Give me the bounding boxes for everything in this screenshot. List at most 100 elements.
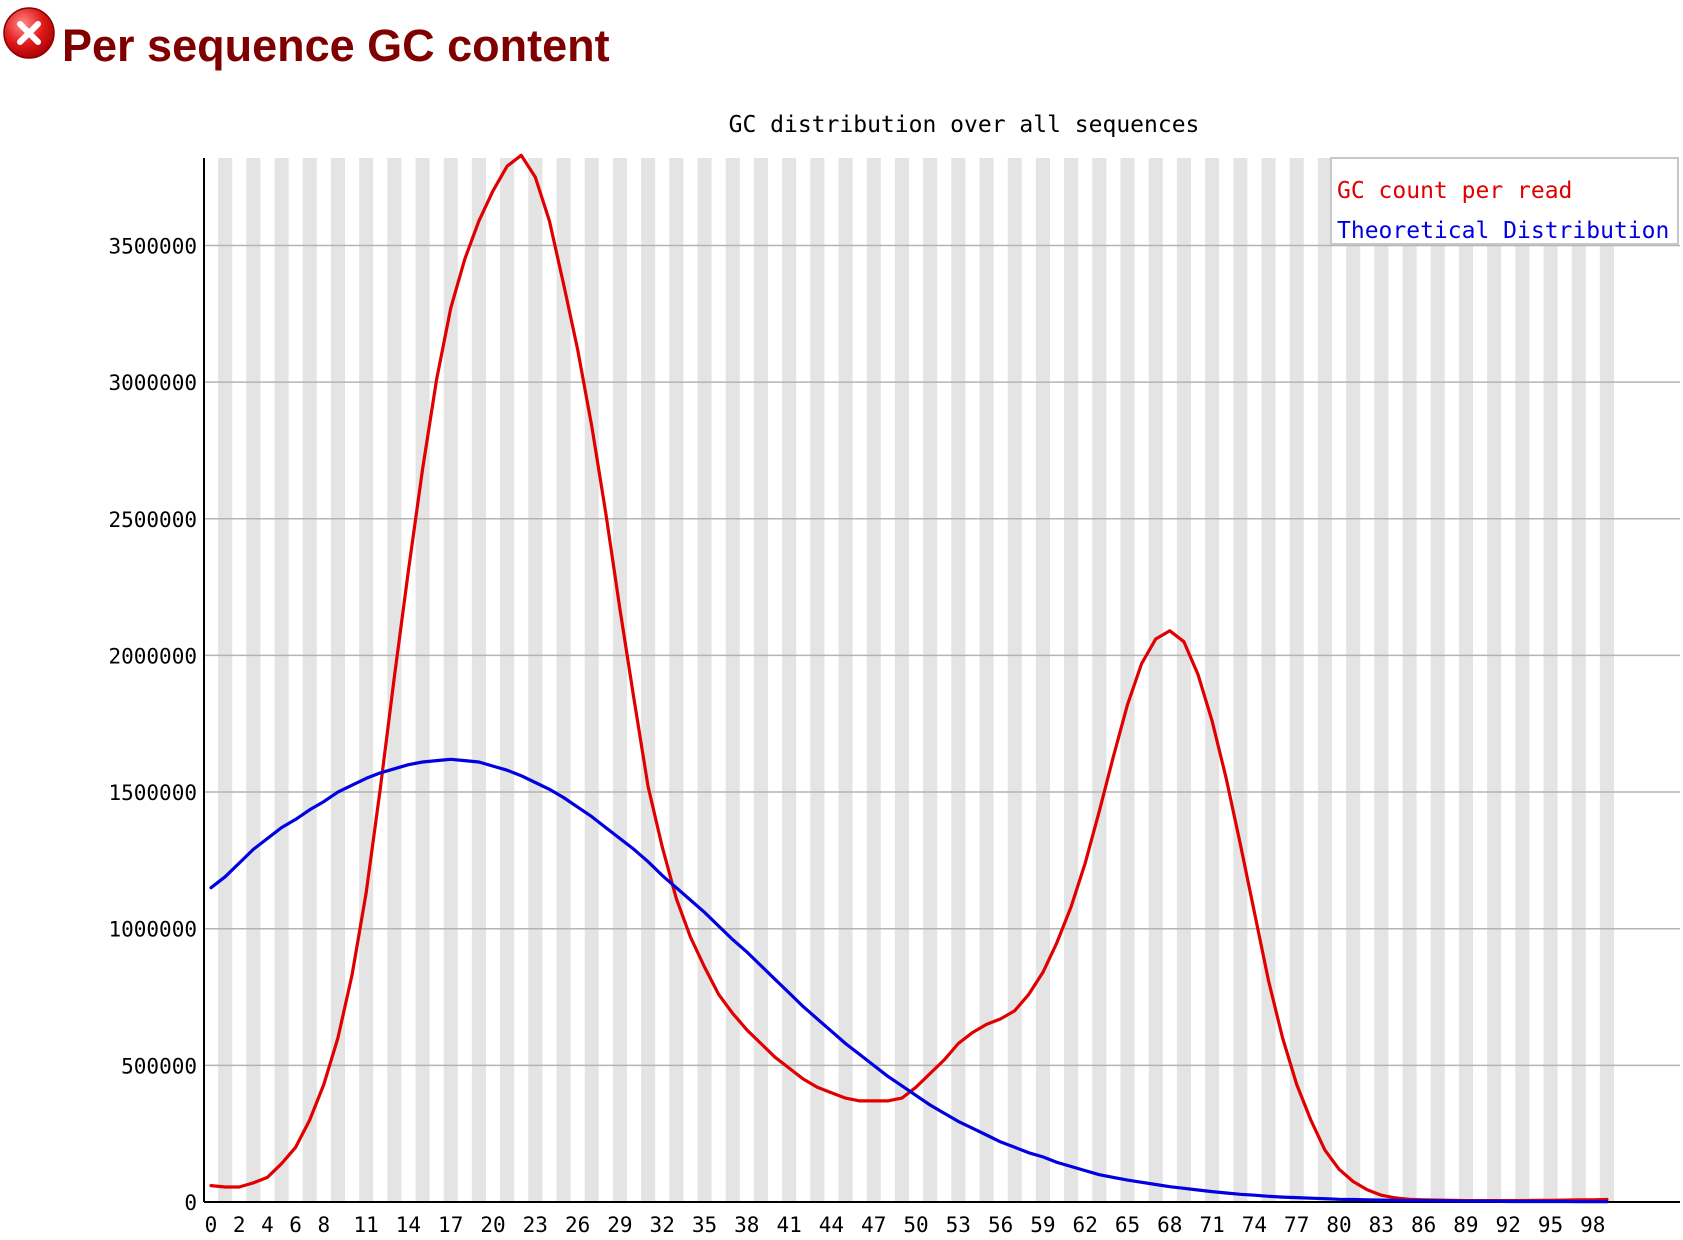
x-tick-label: 74 (1242, 1213, 1267, 1237)
x-tick-label: 95 (1538, 1213, 1563, 1237)
x-tick-label: 62 (1073, 1213, 1098, 1237)
gc-content-chart: 0 500000 1000000 1500000 2000000 2500000 30000… (0, 110, 1683, 1240)
background-stripe (753, 158, 768, 1202)
background-stripe (782, 158, 797, 1202)
background-stripe (1430, 158, 1445, 1202)
background-stripe (1233, 158, 1248, 1202)
chart-legend: GC count per read Theoretical Distributio… (1330, 157, 1679, 245)
x-tick-label: 65 (1115, 1213, 1140, 1237)
background-stripe (951, 158, 966, 1202)
background-stripe (1599, 158, 1614, 1202)
x-tick-label: 89 (1453, 1213, 1478, 1237)
x-tick-label: 86 (1411, 1213, 1436, 1237)
background-stripe (1205, 158, 1220, 1202)
background-stripe (1317, 158, 1332, 1202)
x-tick-label: 92 (1496, 1213, 1521, 1237)
x-tick-label: 26 (565, 1213, 590, 1237)
background-stripe (246, 158, 261, 1202)
error-cross-icon (3, 7, 55, 59)
background-stripe (528, 158, 543, 1202)
x-tick-label: 56 (988, 1213, 1013, 1237)
background-stripe (1261, 158, 1276, 1202)
x-tick-label: 14 (396, 1213, 421, 1237)
x-tick-label: 4 (261, 1213, 274, 1237)
series-line-gc-count (209, 153, 1609, 1203)
x-tick-label: 32 (650, 1213, 675, 1237)
chart-svg: 0 500000 1000000 1500000 2000000 2500000 30000… (108, 112, 1680, 1237)
y-tick-label: 1000000 (108, 918, 197, 942)
x-tick-label: 68 (1157, 1213, 1182, 1237)
background-stripe (923, 158, 938, 1202)
x-tick-label: 17 (438, 1213, 463, 1237)
legend-entry: GC count per read (1337, 178, 1572, 204)
x-tick-label: 20 (480, 1213, 505, 1237)
y-tick-label: 2000000 (108, 644, 197, 668)
background-stripe (1035, 158, 1050, 1202)
x-tick-label: 29 (607, 1213, 632, 1237)
background-stripe (359, 158, 374, 1202)
x-tick-label: 53 (946, 1213, 971, 1237)
x-tick-label: 41 (776, 1213, 801, 1237)
background-stripe (330, 158, 345, 1202)
background-stripe (1543, 158, 1558, 1202)
background-stripe (1487, 158, 1502, 1202)
y-tick-label: 500000 (121, 1054, 197, 1078)
x-tick-label: 6 (289, 1213, 302, 1237)
background-stripe (1374, 158, 1389, 1202)
background-stripe (1515, 158, 1530, 1202)
x-tick-label: 77 (1284, 1213, 1309, 1237)
background-stripe (866, 158, 881, 1202)
background-stripe (471, 158, 486, 1202)
background-stripe (725, 158, 740, 1202)
background-stripe (810, 158, 825, 1202)
legend-entry: Theoretical Distribution (1337, 218, 1669, 244)
chart-title: GC distribution over all sequences (729, 112, 1200, 138)
background-stripe (1458, 158, 1473, 1202)
x-axis-ticks: 0 2 4 6 8 11 14 17 20 23 26 29 32 35 38 41 44 47 50 53 56 59 6… (205, 1213, 1606, 1237)
x-tick-label: 35 (692, 1213, 717, 1237)
x-tick-label: 71 (1199, 1213, 1224, 1237)
y-tick-label: 1500000 (108, 781, 197, 805)
background-stripe (500, 158, 515, 1202)
background-stripe (1571, 158, 1586, 1202)
series-line-theoretical (209, 757, 1609, 1204)
background-stripe (1064, 158, 1079, 1202)
y-axis-ticks: 0 500000 1000000 1500000 2000000 2500000 30000… (108, 234, 197, 1215)
x-tick-label: 59 (1030, 1213, 1055, 1237)
x-tick-label: 44 (819, 1213, 844, 1237)
background-stripe (1176, 158, 1191, 1202)
y-tick-label: 3000000 (108, 371, 197, 395)
x-tick-label: 11 (353, 1213, 378, 1237)
x-tick-label: 47 (861, 1213, 886, 1237)
x-tick-label: 98 (1580, 1213, 1605, 1237)
background-stripe (979, 158, 994, 1202)
background-stripe (697, 158, 712, 1202)
background-stripe (669, 158, 684, 1202)
x-tick-label: 23 (523, 1213, 548, 1237)
x-tick-label: 50 (903, 1213, 928, 1237)
background-stripe (556, 158, 571, 1202)
background-stripe (218, 158, 233, 1202)
x-tick-label: 8 (317, 1213, 330, 1237)
background-stripe (415, 158, 430, 1202)
background-stripe (1120, 158, 1135, 1202)
y-tick-label: 2500000 (108, 508, 197, 532)
legend-box (1330, 157, 1679, 245)
background-stripe (838, 158, 853, 1202)
background-stripe (1148, 158, 1163, 1202)
background-stripe (1402, 158, 1417, 1202)
background-stripe (612, 158, 627, 1202)
x-tick-label: 83 (1369, 1213, 1394, 1237)
background-stripe (1092, 158, 1107, 1202)
background-stripe (894, 158, 909, 1202)
x-tick-label: 2 (233, 1213, 246, 1237)
background-stripe (1346, 158, 1361, 1202)
y-tick-label: 3500000 (108, 234, 197, 258)
background-stripe (1007, 158, 1022, 1202)
page-title: Per sequence GC content (62, 20, 610, 71)
background-stripe (1289, 158, 1304, 1202)
chart-series (209, 153, 1609, 1204)
background-stripes (218, 158, 1614, 1202)
background-stripe (443, 158, 458, 1202)
x-tick-label: 38 (734, 1213, 759, 1237)
